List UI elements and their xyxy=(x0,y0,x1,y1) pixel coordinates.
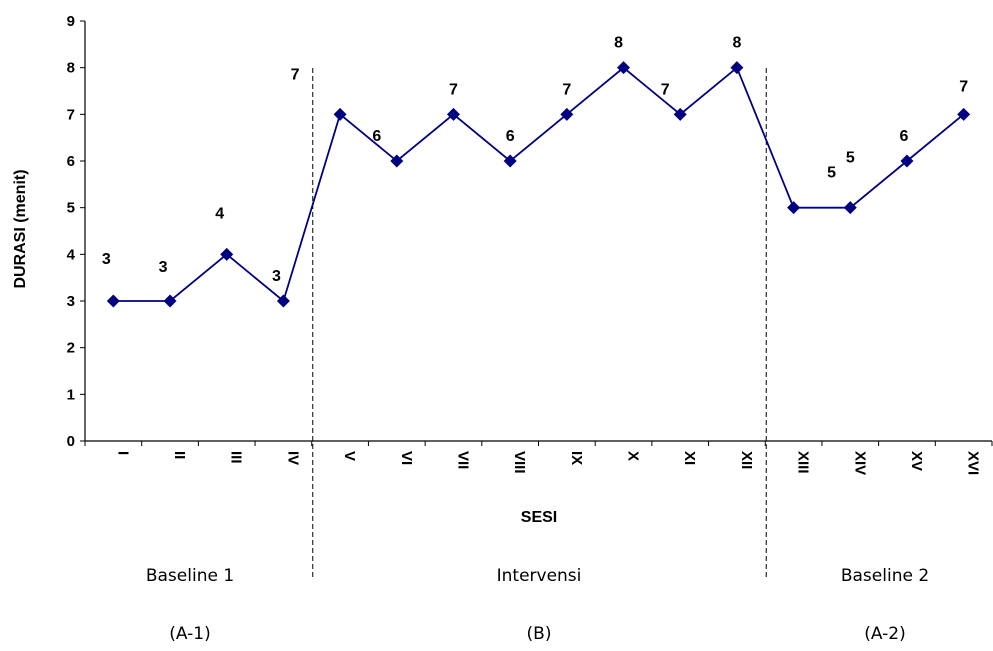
y-tick-label: 2 xyxy=(67,340,75,357)
data-label: 5 xyxy=(827,165,836,182)
y-tick-label: 9 xyxy=(67,13,75,30)
axes xyxy=(84,21,992,442)
data-points xyxy=(106,61,971,308)
data-label: 7 xyxy=(959,78,968,95)
series-line xyxy=(113,66,965,303)
data-point-marker xyxy=(843,201,857,215)
data-label: 8 xyxy=(614,35,623,52)
phase-label: Baseline 1 xyxy=(145,566,235,586)
phase-dividers xyxy=(312,68,767,577)
data-label: 7 xyxy=(291,66,300,83)
data-point-marker xyxy=(276,294,290,308)
data-point-marker xyxy=(163,294,177,308)
data-point-marker xyxy=(730,61,744,75)
x-tick-label: I xyxy=(114,451,131,455)
x-tick-label: VII xyxy=(454,451,471,469)
x-tick-label: XII xyxy=(738,451,755,469)
data-label: 7 xyxy=(562,81,571,98)
data-label: 3 xyxy=(102,251,111,268)
data-labels: 3 3 4 3 7 6 7 6 7 8 7 8 55 6 7 xyxy=(102,35,968,285)
y-tick-label: 8 xyxy=(67,60,75,77)
data-label: 6 xyxy=(506,128,515,145)
x-tick-label: VIII xyxy=(511,451,528,474)
series-polyline xyxy=(113,66,965,303)
x-tick-label: III xyxy=(228,451,245,464)
data-point-marker xyxy=(673,107,687,121)
data-point-marker xyxy=(390,154,404,168)
y-tick-label: 0 xyxy=(67,433,75,450)
data-point-marker xyxy=(617,61,631,75)
phase-code: (A-1) xyxy=(169,624,211,644)
data-point-marker xyxy=(787,201,801,215)
y-tick-label: 3 xyxy=(67,293,75,310)
data-point-marker xyxy=(333,107,347,121)
phase-code: (B) xyxy=(526,624,552,644)
data-point-marker xyxy=(220,247,234,261)
y-tick-label: 6 xyxy=(67,153,75,170)
phase-label: Baseline 2 xyxy=(840,566,930,586)
y-tick-label: 5 xyxy=(67,200,75,217)
data-point-marker xyxy=(560,107,574,121)
phase-label: Intervensi xyxy=(496,566,582,586)
data-label: 8 xyxy=(732,35,741,52)
data-point-marker xyxy=(900,154,914,168)
data-label: 3 xyxy=(272,268,281,285)
x-tick-label: X xyxy=(625,451,642,461)
data-point-marker xyxy=(503,154,517,168)
phase-code: (A-2) xyxy=(864,624,906,644)
data-label: 6 xyxy=(900,128,909,145)
x-tick-label: XVI xyxy=(965,451,982,475)
y-tick-label: 7 xyxy=(67,106,75,123)
data-label: 5 xyxy=(846,150,855,167)
x-tick-label: V xyxy=(341,451,358,461)
x-tick-label: XIV xyxy=(851,451,868,475)
data-label: 6 xyxy=(372,128,381,145)
x-tick-label: XIII xyxy=(795,451,812,474)
y-tick-label: 4 xyxy=(67,246,76,263)
data-label: 4 xyxy=(215,205,224,222)
data-point-marker xyxy=(106,294,120,308)
y-tick-label: 1 xyxy=(67,386,75,403)
x-tick-label: VI xyxy=(398,451,415,465)
x-tick-label: II xyxy=(171,451,188,459)
x-tick-label: XV xyxy=(908,451,925,471)
data-label: 7 xyxy=(661,81,670,98)
x-tick-label: XI xyxy=(681,451,698,465)
x-tick-label: IX xyxy=(568,451,585,465)
x-axis-ticks: I II III IV V VI VII VIII IX X XI XII XIII XIV XV XVI xyxy=(84,441,993,475)
x-axis-title: SESI xyxy=(521,509,557,526)
data-point-marker xyxy=(446,107,460,121)
y-axis-title: DURASI (menit) xyxy=(12,169,29,288)
data-point-marker xyxy=(957,107,971,121)
data-label: 3 xyxy=(159,259,168,276)
data-label: 7 xyxy=(449,81,458,98)
y-axis-ticks: 0 1 2 3 4 5 6 7 8 9 xyxy=(67,13,85,450)
x-tick-label: IV xyxy=(284,451,301,465)
